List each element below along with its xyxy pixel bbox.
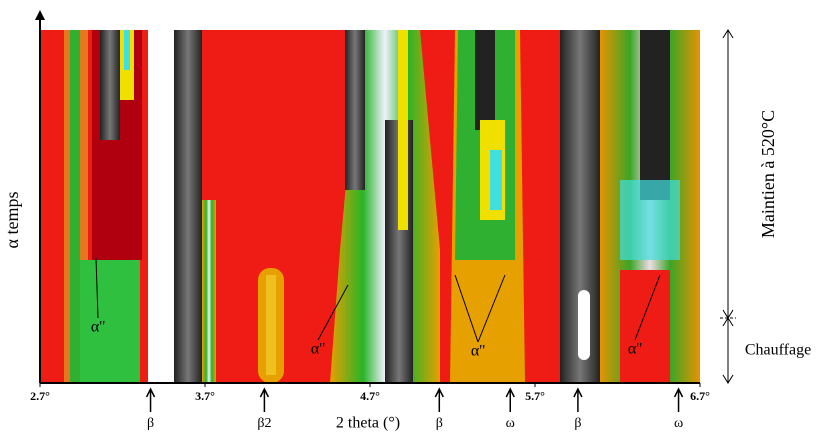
annotation-arrow xyxy=(634,274,661,341)
peak-arrow xyxy=(573,387,583,412)
annotation: α'' xyxy=(91,319,105,336)
peak-label: β xyxy=(574,416,581,431)
stage-label: Chauffage xyxy=(745,342,811,359)
peak-label: β xyxy=(436,416,443,431)
peak-label: β xyxy=(147,416,154,431)
peak-arrow xyxy=(145,387,156,412)
peak-arrow xyxy=(434,387,444,412)
peak-arrow xyxy=(505,387,515,412)
peak-arrow xyxy=(673,387,684,412)
x-axis-label: 2 theta (°) xyxy=(336,415,400,432)
annotation: α'' xyxy=(311,341,325,358)
x-tick-label: 3.7° xyxy=(195,389,215,403)
contour-map xyxy=(40,30,700,383)
x-tick-label: 2.7° xyxy=(30,389,50,403)
peak-arrow xyxy=(259,387,270,412)
stage-label: Maintien à 520°C xyxy=(758,110,778,238)
x-tick-label: 4.7° xyxy=(360,389,380,403)
annotation: α'' xyxy=(471,343,485,360)
peak-label: β2 xyxy=(257,416,271,431)
peak-label: ω xyxy=(674,416,683,431)
annotation-arrow xyxy=(317,284,349,341)
y-axis-label: α temps xyxy=(2,192,22,249)
peak-label: ω xyxy=(506,416,515,431)
y-axis-arrow xyxy=(35,10,45,20)
annotation-arrow xyxy=(454,274,479,343)
x-tick-label: 5.7° xyxy=(525,389,545,403)
stage-arrows xyxy=(722,29,734,384)
annotation-arrow xyxy=(477,274,506,343)
x-tick-label: 6.7° xyxy=(690,389,710,403)
annotation: α'' xyxy=(628,341,642,358)
annotation-arrow xyxy=(95,257,99,319)
